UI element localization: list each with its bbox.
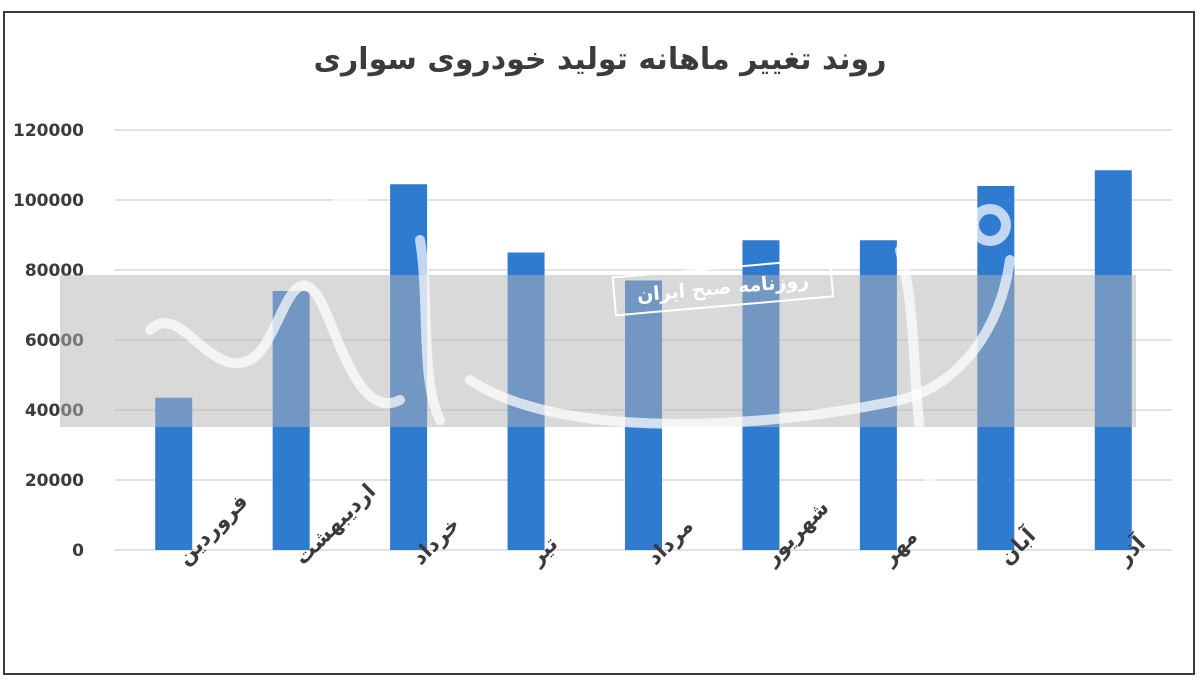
chart-title: روند تغییر ماهانه تولید خودروی سواری bbox=[313, 42, 887, 77]
y-tick-label: 100000 bbox=[13, 191, 84, 211]
watermark-band bbox=[60, 275, 1136, 427]
y-tick-label: 0 bbox=[72, 541, 84, 561]
watermark-logo bbox=[145, 192, 1015, 485]
watermark: روزنامه صبح ایران bbox=[60, 192, 1136, 485]
watermark-label-box bbox=[611, 257, 835, 317]
y-tick-label: 120000 bbox=[13, 121, 84, 141]
y-tick-label: 20000 bbox=[25, 471, 84, 491]
